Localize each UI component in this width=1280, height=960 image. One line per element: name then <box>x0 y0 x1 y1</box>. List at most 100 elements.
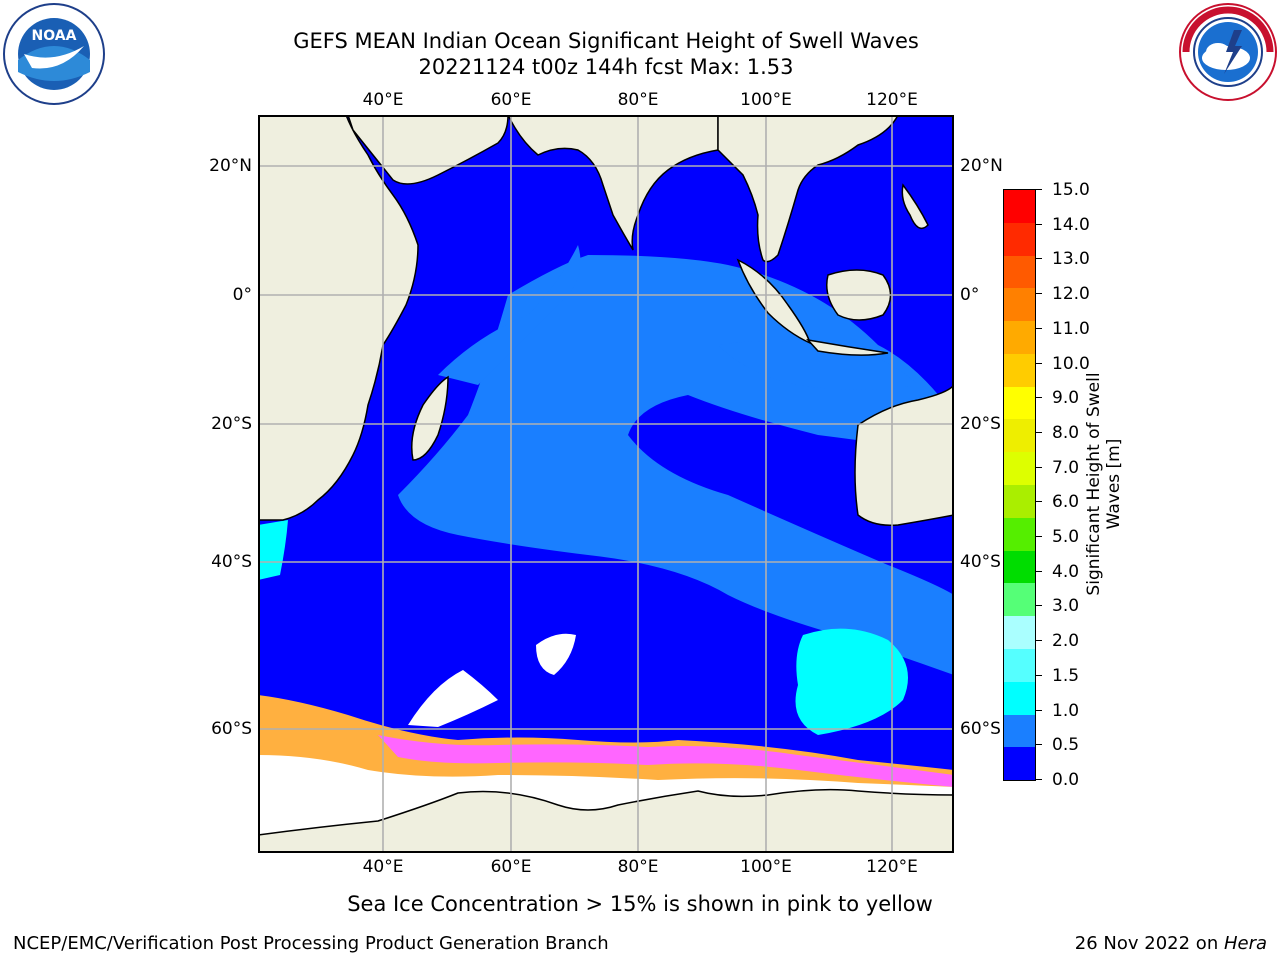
lat-label-right: 0° <box>960 285 980 305</box>
colorbar-tick-label: 5.0 <box>1052 527 1080 548</box>
noaa-logo-text: NOAA <box>32 28 77 44</box>
colorbar-tick-label: 12.0 <box>1052 284 1090 305</box>
colorbar-segment <box>1004 452 1035 486</box>
lat-label-right: 60°S <box>960 719 1001 739</box>
colorbar-segment <box>1004 681 1035 715</box>
land-java <box>805 338 889 356</box>
colorbar-tick-mark <box>1035 327 1042 329</box>
colorbar-tick-label: 4.0 <box>1052 561 1080 582</box>
lat-label-right: 40°S <box>960 552 1001 572</box>
colorbar-tick-mark <box>1035 466 1042 468</box>
colorbar-segment <box>1004 747 1035 781</box>
colorbar-tick-mark <box>1035 640 1042 642</box>
colorbar-tick-label: 13.0 <box>1052 249 1090 270</box>
colorbar-segment <box>1004 190 1035 223</box>
colorbar-tick-label: 10.0 <box>1052 353 1090 374</box>
colorbar-tick-mark <box>1035 744 1042 746</box>
colorbar-tick-mark <box>1035 709 1042 711</box>
lat-label-left: 40°S <box>211 552 252 572</box>
colorbar-segment <box>1004 255 1035 289</box>
footer-date-text: 26 Nov 2022 on <box>1074 933 1224 954</box>
ice-white-patch-2 <box>536 633 576 675</box>
lon-label-top: 100°E <box>740 90 792 110</box>
colorbar-segment <box>1004 517 1035 551</box>
colorbar-segment <box>1004 353 1035 387</box>
chart-subtitle: 20221124 t00z 144h fcst Max: 1.53 <box>418 55 794 79</box>
lon-label-bottom: 60°E <box>490 857 532 877</box>
colorbar-segment <box>1004 485 1035 518</box>
colorbar-tick-label: 0.5 <box>1052 735 1080 756</box>
land-australia <box>854 382 955 527</box>
swell-height-map <box>257 114 955 854</box>
map-frame <box>258 115 954 853</box>
ice-white-patch-1 <box>408 670 498 727</box>
land-philippines <box>901 183 929 230</box>
colorbar-tick-mark <box>1035 570 1042 572</box>
sea-ice-band-pink <box>378 735 954 787</box>
colorbar-tick-label: 0.0 <box>1052 770 1080 790</box>
graticule <box>258 115 954 853</box>
lon-label-bottom: 80°E <box>617 857 659 877</box>
colorbar-tick-mark <box>1035 431 1042 433</box>
colorbar-tick-label: 9.0 <box>1052 388 1080 409</box>
colorbar-tick-label: 3.0 <box>1052 596 1080 617</box>
colorbar-segment <box>1004 386 1035 420</box>
lon-label-bottom: 120°E <box>866 857 918 877</box>
colorbar-tick-mark <box>1035 223 1042 225</box>
colorbar-tick-mark <box>1035 501 1042 503</box>
colorbar-label: Significant Height of Swell Waves [m] <box>1084 372 1124 596</box>
swell-region-1-1p5m-west <box>258 520 288 580</box>
land-india <box>506 114 719 251</box>
swell-region-1-1p5m <box>795 628 908 735</box>
colorbar-tick-mark <box>1035 536 1042 538</box>
lat-label-left: 20°N <box>209 156 252 176</box>
colorbar-tick-mark <box>1035 362 1042 364</box>
lat-label-left: 0° <box>232 285 252 305</box>
nws-logo <box>1179 3 1277 101</box>
colorbar-segment <box>1004 616 1035 649</box>
lon-label-top: 120°E <box>866 90 918 110</box>
lat-label-left: 60°S <box>211 719 252 739</box>
colorbar-tick-label: 15.0 <box>1052 180 1090 200</box>
land-antarctica <box>257 788 955 854</box>
colorbar-segment <box>1004 222 1035 256</box>
land-southeast-asia <box>717 114 900 263</box>
chart-title: GEFS MEAN Indian Ocean Significant Heigh… <box>293 29 919 53</box>
colorbar-tick-mark <box>1035 397 1042 399</box>
colorbar-segment <box>1004 714 1035 748</box>
footer-machine: Hera <box>1223 933 1267 954</box>
lon-label-top: 60°E <box>490 90 532 110</box>
lon-label-top: 40°E <box>362 90 404 110</box>
lat-label-left: 20°S <box>211 414 252 434</box>
colorbar-tick-mark <box>1035 674 1042 676</box>
colorbar <box>1003 189 1036 781</box>
colorbar-tick-mark <box>1035 779 1042 780</box>
colorbar-segment <box>1004 648 1035 682</box>
colorbar-segment <box>1004 583 1035 617</box>
swell-region-0p5-1m-east <box>718 341 918 390</box>
noaa-logo: NOAA <box>3 3 105 105</box>
map-panel <box>257 114 955 854</box>
colorbar-tick-label: 2.0 <box>1052 631 1080 652</box>
lon-label-top: 80°E <box>617 90 659 110</box>
colorbar-tick-label: 8.0 <box>1052 422 1080 443</box>
colorbar-tick-mark <box>1035 605 1042 607</box>
lon-label-bottom: 40°E <box>362 857 404 877</box>
colorbar-tick-label: 1.5 <box>1052 665 1080 686</box>
colorbar-tick-label: 14.0 <box>1052 214 1090 235</box>
lat-label-right: 20°S <box>960 414 1001 434</box>
colorbar-segment <box>1004 288 1035 322</box>
lat-label-right: 20°N <box>960 156 1003 176</box>
colorbar-tick-mark <box>1035 293 1042 295</box>
footer-date: 26 Nov 2022 on Hera <box>1075 933 1267 955</box>
colorbar-tick-label: 1.0 <box>1052 700 1080 721</box>
lon-label-bottom: 100°E <box>740 857 792 877</box>
footer-producer: NCEP/EMC/Verification Post Processing Pr… <box>13 933 609 954</box>
sea-ice-caption: Sea Ice Concentration > 15% is shown in … <box>347 892 933 916</box>
colorbar-tick-label: 7.0 <box>1052 457 1080 478</box>
colorbar-segment <box>1004 321 1035 354</box>
colorbar-tick-mark <box>1035 189 1042 190</box>
swell-region-0p5-1m-north <box>438 245 581 385</box>
colorbar-segment <box>1004 550 1035 584</box>
land-africa <box>257 114 419 521</box>
